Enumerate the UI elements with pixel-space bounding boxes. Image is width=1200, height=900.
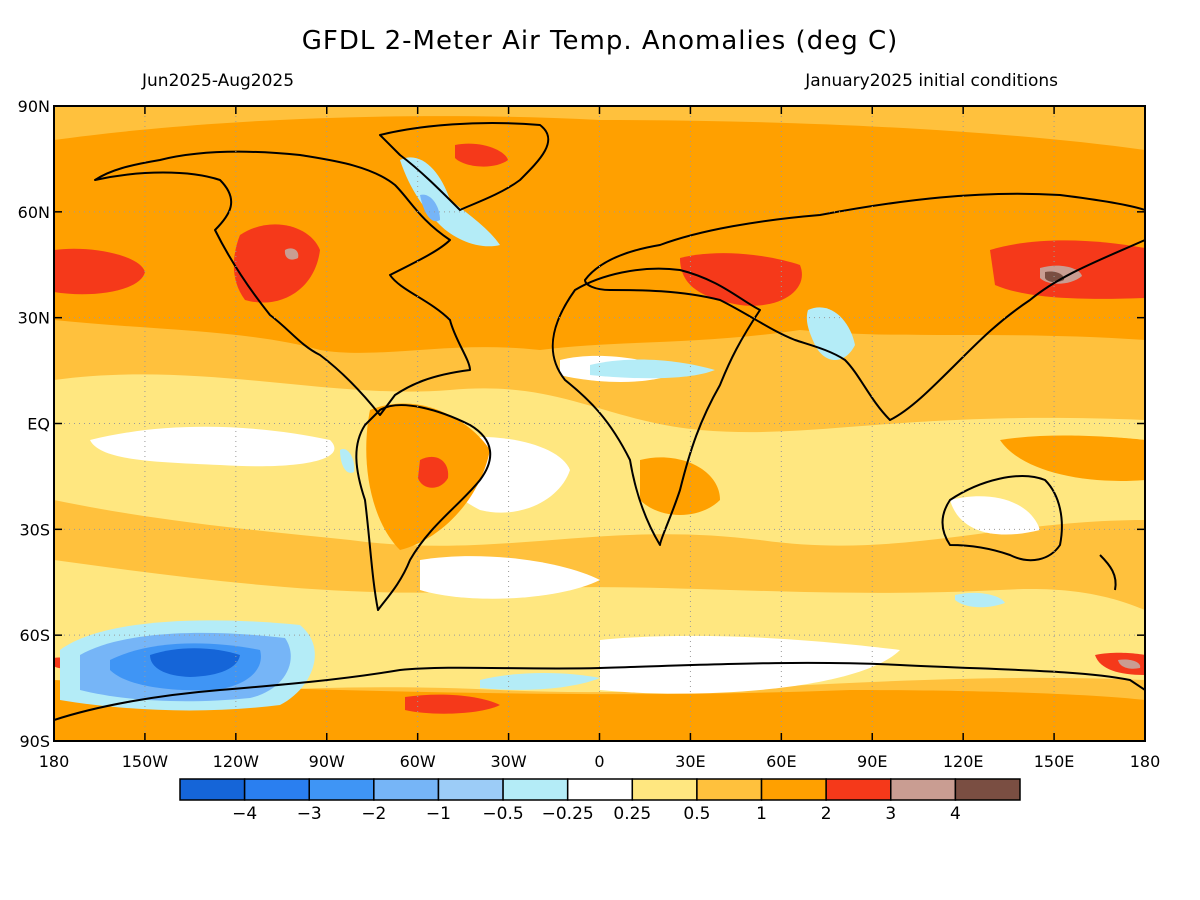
colorbar-label: 0.5 [683,804,710,824]
colorbar-swatch [954,778,1021,801]
colorbar-label: −2 [361,804,386,824]
colorbar-swatch [825,778,892,801]
field-white-pacific [90,426,335,467]
coast-australia [941,475,1063,562]
field-orange-west-pacific [1000,435,1145,481]
initial-conditions: January2025 initial conditions [805,71,1058,91]
axis-labels: 180 150W 120W 90W 60W 30W 0 30E 60E 90E 120E 150E 18… [18,97,1161,771]
lon-label: 90E [857,752,887,771]
field-white-south-atlantic [420,556,600,599]
field-pink-ross [1118,659,1141,669]
colorbar-swatch [696,778,763,801]
lat-label: 90N [18,97,50,116]
lat-label: EQ [27,415,50,434]
coast-north-america [94,150,471,416]
field-cyan-peru [340,449,355,473]
coast-new-zealand [1099,554,1117,591]
lon-label: 60E [766,752,796,771]
field-yellow-belt [54,374,1145,546]
colorbar-label: −0.25 [542,804,594,824]
field-red-central-asia [680,253,802,306]
colorbar-swatch [179,778,246,801]
lat-label: 60N [18,203,50,222]
coast-antarctica [54,661,1145,721]
lon-label: 120E [943,752,984,771]
graticule [53,105,1146,742]
field-white-southern-ocean [600,635,900,694]
field-cyan-drake [480,673,600,690]
field-white-australia [950,496,1040,535]
lon-label: 180 [1130,752,1161,771]
field-orange-antarctica [54,680,1145,741]
map-title: GFDL 2-Meter Air Temp. Anomalies (deg C) [301,26,899,56]
lat-label: 30S [19,520,50,539]
coast-greenland [379,122,550,211]
colorbar-label: 1 [756,804,767,824]
field-red-greenland [455,143,508,167]
forecast-period: Jun2025-Aug2025 [142,71,295,91]
colorbar-swatch [631,778,698,801]
field-red-north-pacific [54,248,145,295]
colorbar-swatch [437,778,504,801]
lon-label: 150W [122,752,169,771]
lat-label: 30N [18,309,50,328]
colorbar-label: 4 [950,804,961,824]
field-blue3-south-pacific [150,648,240,677]
colorbar: −4 −3 −2 −1 −0.5 −0.25 0.25 0.5 1 2 3 4 [179,778,1021,824]
lat-label: 90S [19,732,50,751]
lon-label: 120W [213,752,260,771]
colorbar-swatch [243,778,310,801]
field-red-brazil [418,456,449,488]
colorbar-label: −3 [297,804,322,824]
lon-label: 90W [309,752,345,771]
colorbar-label: 2 [821,804,832,824]
coastlines [54,122,1145,721]
field-orange-north [54,116,1145,353]
field-cyan-sahara [590,359,715,379]
colorbar-swatch [566,778,634,801]
colorbar-label: 0.25 [613,804,651,824]
lon-label: 0 [594,752,604,771]
field-blue-labrador [420,194,440,222]
coast-africa [551,267,761,546]
colorbar-swatch [502,778,569,801]
field-cyan-labrador [400,157,500,247]
colorbar-label: −1 [426,804,451,824]
field-cyan-tasman [955,592,1005,608]
colorbar-label: 3 [885,804,896,824]
colorbar-swatch [373,778,440,801]
colorbar-swatch [890,778,957,801]
colorbar-swatch [760,778,827,801]
lon-label: 180 [39,752,70,771]
lon-label: 150E [1034,752,1075,771]
lat-label: 60S [19,626,50,645]
lon-label: 30E [675,752,705,771]
field-pink-canada [284,248,299,260]
colorbar-label: −0.5 [482,804,523,824]
colorbar-label: −4 [232,804,257,824]
coast-eurasia [584,192,1145,421]
field-red-weddell [405,694,500,714]
lon-label: 30W [490,752,526,771]
colorbar-swatch [308,778,375,801]
coast-south-america [355,404,492,611]
lon-label: 60W [400,752,436,771]
field-red-north-america [233,224,320,303]
